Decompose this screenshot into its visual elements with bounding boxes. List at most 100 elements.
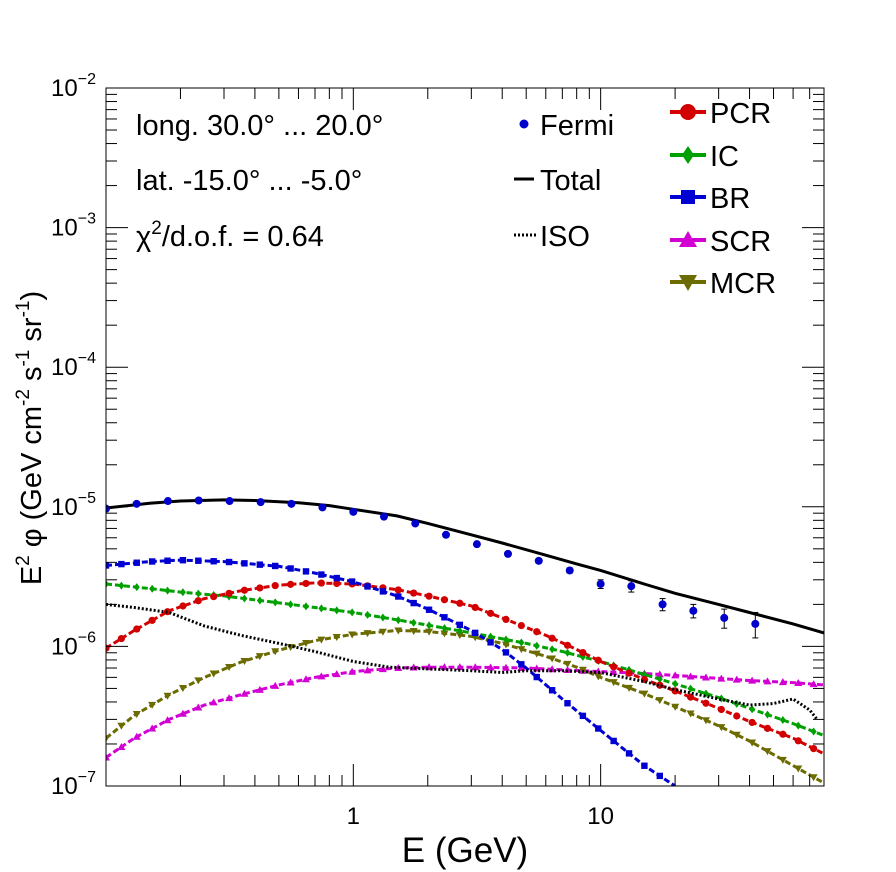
legend-iso-label: ISO bbox=[540, 221, 590, 253]
y-tick-label: 10−3 bbox=[51, 211, 96, 242]
series-mcr-point bbox=[317, 636, 326, 644]
legend-br-marker bbox=[681, 190, 695, 204]
series-ic-point bbox=[672, 679, 679, 688]
series-mcr-point bbox=[532, 650, 541, 658]
series-mcr-point bbox=[209, 670, 218, 678]
series-scr-point bbox=[163, 716, 172, 724]
series-ic-point bbox=[164, 586, 171, 595]
series-pcr-point bbox=[271, 582, 279, 590]
fermi-point bbox=[689, 606, 698, 615]
series-scr-point bbox=[209, 698, 218, 706]
x-tick-label: 10 bbox=[587, 803, 614, 830]
series-mcr-point bbox=[106, 735, 110, 743]
fermi-point bbox=[442, 530, 451, 539]
series-scr-point bbox=[271, 681, 280, 689]
series-br-point bbox=[502, 649, 510, 656]
series-pcr-point bbox=[333, 579, 341, 588]
series-br-point bbox=[625, 750, 633, 757]
series-mcr-point bbox=[655, 697, 664, 705]
series-mcr-point bbox=[348, 631, 357, 639]
fermi-point bbox=[256, 498, 265, 507]
series-scr-point bbox=[286, 678, 295, 686]
series-ic-point bbox=[287, 600, 294, 609]
series-total-line bbox=[106, 498, 824, 635]
series-mcr-point bbox=[286, 644, 295, 652]
chi-exponent: 2 bbox=[151, 218, 162, 239]
series-br-point bbox=[487, 639, 494, 646]
series-br-point bbox=[225, 558, 233, 566]
series-scr-point bbox=[548, 665, 557, 673]
series-scr-point bbox=[132, 732, 141, 740]
series-pcr-point bbox=[287, 580, 295, 588]
series-ic-point bbox=[395, 616, 402, 625]
series-scr-point bbox=[748, 676, 757, 684]
series-pcr-point bbox=[563, 641, 572, 649]
series-br-point bbox=[518, 661, 525, 668]
series-pcr-point bbox=[748, 718, 756, 727]
series-br-point bbox=[472, 629, 479, 637]
series-mcr-point bbox=[394, 627, 403, 635]
annotation-chi2: χ2/d.o.f. = 0.64 bbox=[136, 218, 324, 253]
series-ic-point bbox=[749, 705, 756, 714]
legend-scr-marker bbox=[679, 231, 697, 247]
series-pcr-point bbox=[148, 616, 156, 624]
series-scr-point bbox=[225, 694, 234, 702]
series-scr-point bbox=[686, 672, 695, 680]
series-mcr-point bbox=[117, 722, 126, 730]
series-mcr-point bbox=[132, 710, 141, 718]
series-br-point bbox=[272, 562, 279, 570]
series-pcr-point bbox=[594, 656, 602, 664]
series-ic-point bbox=[349, 608, 356, 617]
series-ic-point bbox=[272, 598, 279, 607]
series-ic-point bbox=[518, 638, 525, 647]
series-mcr-point bbox=[640, 690, 649, 698]
legend-fermi-label: Fermi bbox=[540, 110, 614, 142]
fermi-point bbox=[534, 556, 543, 565]
series-pcr-point bbox=[210, 593, 218, 601]
y-tick-label: 10−2 bbox=[51, 71, 96, 102]
series-br-point bbox=[656, 772, 664, 780]
series-scr-point bbox=[794, 679, 803, 687]
fermi-point bbox=[132, 499, 141, 508]
annotation-latitude: lat. -15.0° ... -5.0° bbox=[136, 165, 362, 197]
legend-br-label: BR bbox=[710, 183, 750, 215]
series-mcr-point bbox=[763, 748, 772, 756]
series-ic-point bbox=[133, 583, 140, 592]
series-scr-point bbox=[501, 663, 510, 671]
series-mcr-point bbox=[332, 634, 341, 642]
series-pcr-point bbox=[317, 579, 325, 587]
series-ic-point bbox=[256, 596, 263, 605]
series-scr-point bbox=[778, 678, 787, 686]
x-tick-label: 1 bbox=[347, 803, 360, 830]
series-mcr-point bbox=[794, 765, 803, 773]
series-mcr-point bbox=[778, 756, 787, 764]
series-scr-point bbox=[394, 663, 403, 671]
series-pcr-point bbox=[456, 599, 464, 607]
series-mcr-point bbox=[701, 717, 710, 725]
series-ic-point bbox=[106, 579, 109, 588]
series-ic-point bbox=[333, 606, 340, 615]
series-pcr-point bbox=[686, 693, 695, 701]
series-mcr-point bbox=[748, 739, 757, 747]
series-ic-point bbox=[195, 589, 202, 598]
series-mcr-point bbox=[240, 658, 249, 666]
series-pcr-point bbox=[763, 724, 772, 732]
fermi-point bbox=[225, 497, 234, 506]
chart-axes: 1 10 10−7 10−6 10−5 10−4 10−3 10−2 bbox=[51, 71, 825, 830]
fermi-point bbox=[751, 619, 760, 628]
fermi-point bbox=[565, 566, 574, 575]
series-pcr-point bbox=[194, 597, 202, 605]
series-pcr-point bbox=[548, 634, 556, 642]
series-mcr-point bbox=[625, 684, 634, 692]
series-ic-point bbox=[441, 624, 448, 633]
series-mcr-point bbox=[563, 660, 572, 668]
series-pcr-point bbox=[302, 579, 310, 588]
chart-plot-data bbox=[106, 496, 824, 786]
series-scr-point bbox=[317, 672, 326, 680]
series-pcr-point bbox=[471, 603, 479, 612]
series-scr-point bbox=[240, 689, 249, 697]
series-mcr-point bbox=[517, 646, 526, 654]
fermi-point bbox=[596, 579, 605, 588]
series-scr-point bbox=[378, 665, 387, 673]
